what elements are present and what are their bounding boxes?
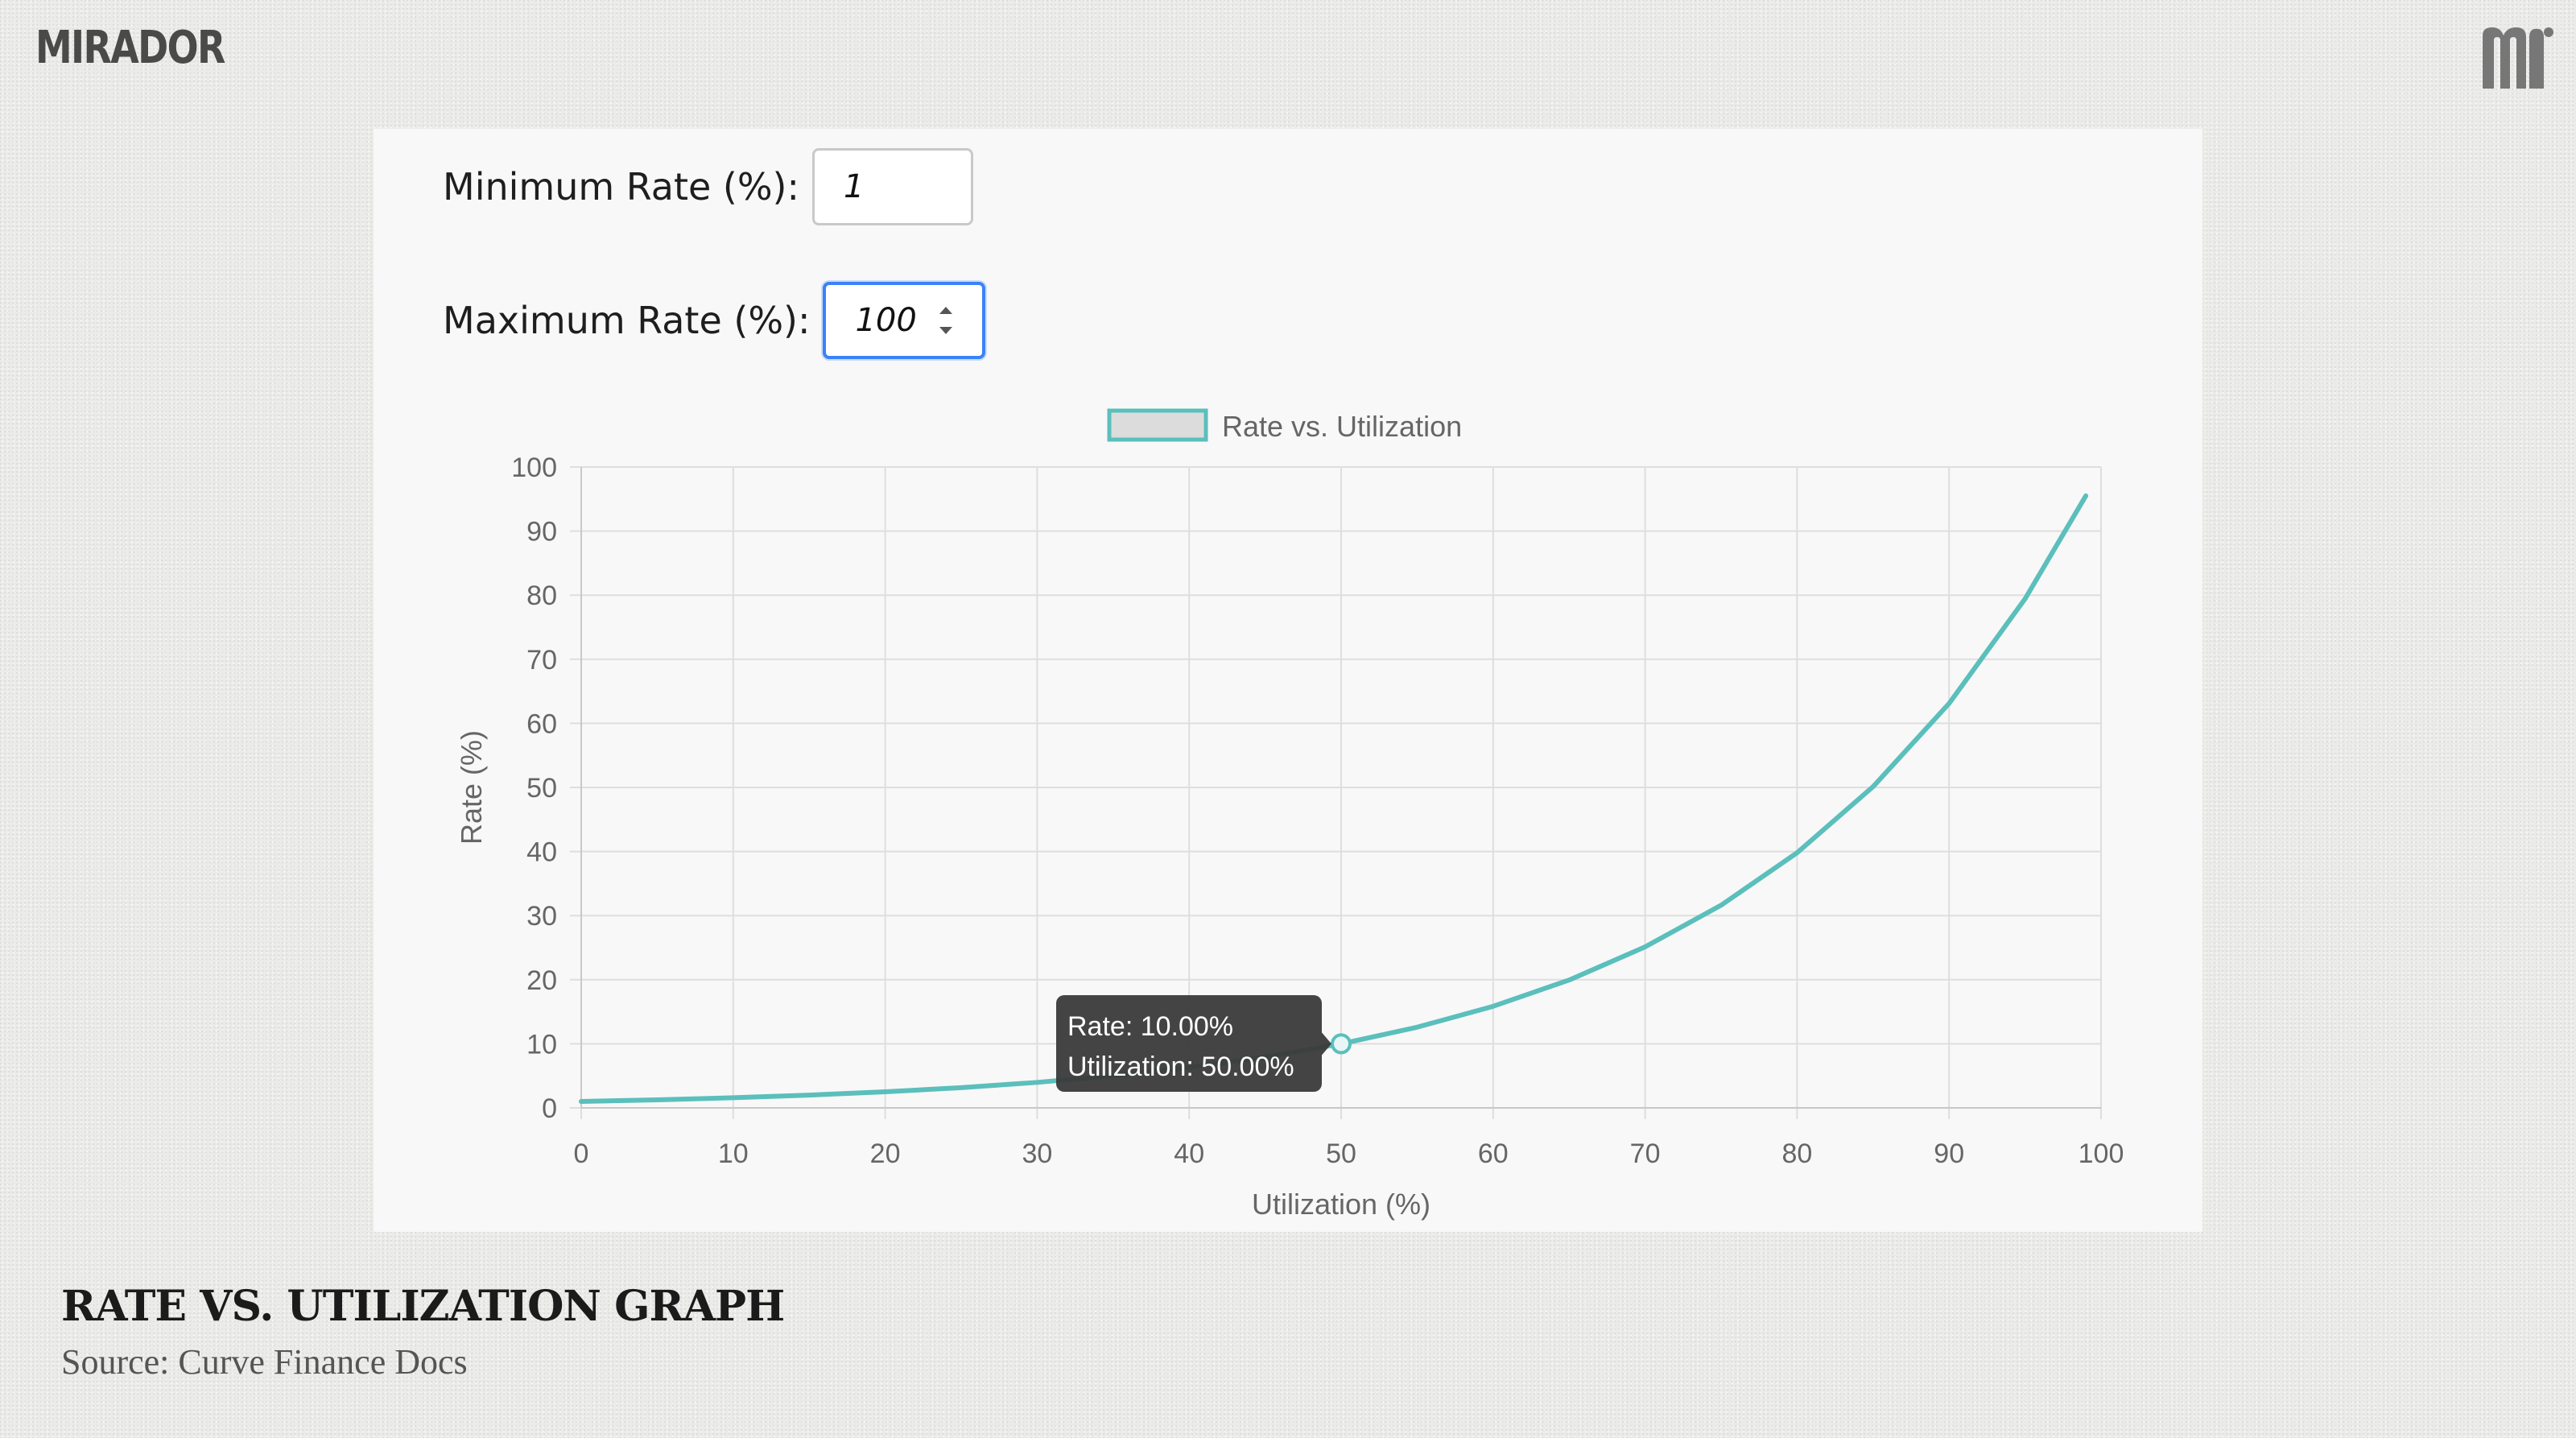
- min-rate-row: Minimum Rate (%): 1: [443, 147, 973, 227]
- legend-swatch[interactable]: [1107, 408, 1208, 442]
- y-tick-label: 90: [526, 517, 557, 548]
- x-tick-label: 80: [1781, 1138, 1812, 1169]
- x-tick-label: 10: [718, 1138, 749, 1169]
- max-rate-input[interactable]: 100: [823, 282, 986, 359]
- brand-logo: MIRADOR: [35, 22, 225, 74]
- min-rate-label: Minimum Rate (%):: [443, 165, 799, 209]
- series-line: [579, 493, 2089, 1105]
- y-tick-label: 10: [526, 1029, 557, 1060]
- caption-title: RATE VS. UTILIZATION GRAPH: [61, 1282, 785, 1331]
- y-tick-label: 100: [511, 452, 557, 483]
- hovered-data-point[interactable]: [1331, 1033, 1352, 1055]
- legend-label: Rate vs. Utilization: [1222, 410, 1462, 443]
- max-rate-row: Maximum Rate (%): 100: [443, 280, 986, 361]
- min-rate-value: 1: [844, 168, 865, 205]
- max-rate-label: Maximum Rate (%):: [443, 299, 811, 342]
- tooltip-caret: [1322, 1032, 1331, 1056]
- y-axis-title: Rate (%): [455, 730, 488, 845]
- tooltip-rate-text: Rate: 10.00%: [1067, 1011, 1233, 1042]
- number-spinner[interactable]: [937, 304, 955, 337]
- spinner-down-icon[interactable]: [938, 325, 954, 337]
- x-tick-label: 100: [2079, 1138, 2124, 1169]
- y-tick-label: 60: [526, 709, 557, 739]
- chart-panel: Minimum Rate (%): 1 Maximum Rate (%): 10…: [374, 129, 2202, 1232]
- caption-source: Source: Curve Finance Docs: [61, 1342, 468, 1382]
- max-rate-value: 100: [855, 302, 917, 339]
- x-tick-label: 50: [1326, 1138, 1356, 1169]
- x-tick-label: 70: [1630, 1138, 1661, 1169]
- x-axis-title: Utilization (%): [1252, 1188, 1430, 1221]
- y-tick-label: 70: [526, 645, 557, 676]
- min-rate-input[interactable]: 1: [812, 148, 973, 225]
- x-tick-label: 0: [574, 1138, 589, 1169]
- tooltip-utilization-text: Utilization: 50.00%: [1067, 1052, 1294, 1082]
- y-tick-label: 20: [526, 965, 557, 996]
- y-tick-label: 50: [526, 773, 557, 804]
- y-tick-label: 40: [526, 837, 557, 868]
- x-tick-label: 40: [1174, 1138, 1204, 1169]
- y-tick-label: 80: [526, 581, 557, 611]
- mirador-m-logo-icon: [2483, 27, 2553, 89]
- y-tick-label: 0: [542, 1093, 557, 1124]
- x-tick-label: 30: [1022, 1138, 1052, 1169]
- x-tick-label: 60: [1478, 1138, 1509, 1169]
- rate-utilization-chart: 0 10 20 30 40 50 60 70 80 90 100 0 10 20 30 40 50 60 70 80 9…: [455, 408, 2124, 1221]
- x-tick-label: 20: [870, 1138, 901, 1169]
- y-tick-label: 30: [526, 901, 557, 932]
- x-tick-label: 90: [1934, 1138, 1964, 1169]
- spinner-up-icon[interactable]: [938, 304, 954, 316]
- tooltip-box: [1056, 995, 1322, 1092]
